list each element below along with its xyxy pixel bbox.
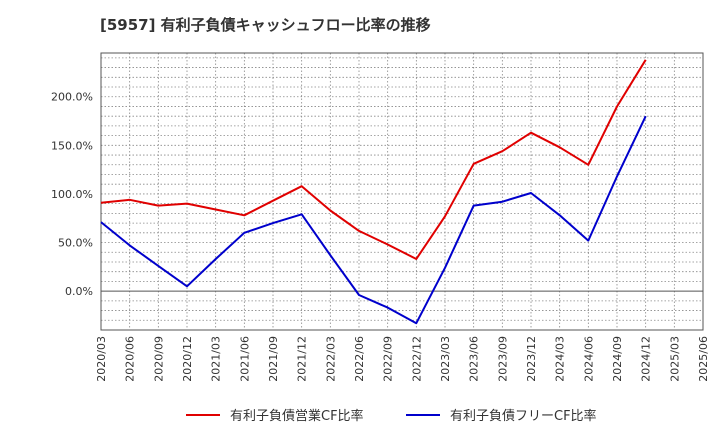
y-tick-label: 0.0% bbox=[65, 285, 93, 298]
x-tick-label: 2025/03 bbox=[668, 336, 681, 382]
x-tick-label: 2021/09 bbox=[267, 336, 280, 382]
y-tick-label: 100.0% bbox=[51, 188, 93, 201]
legend-label-1: 有利子負債営業CF比率 bbox=[230, 408, 364, 424]
x-tick-label: 2022/06 bbox=[353, 336, 366, 382]
x-tick-label: 2024/12 bbox=[640, 336, 653, 382]
x-tick-label: 2023/03 bbox=[439, 336, 452, 382]
plot-border bbox=[100, 52, 704, 331]
x-tick-label: 2022/12 bbox=[410, 336, 423, 382]
y-tick-label: 150.0% bbox=[51, 139, 93, 152]
x-tick-label: 2022/09 bbox=[382, 336, 395, 382]
y-tick-label: 50.0% bbox=[58, 237, 93, 250]
chart-title: [5957] 有利子負債キャッシュフロー比率の推移 bbox=[100, 16, 431, 34]
x-tick-label: 2024/09 bbox=[611, 336, 624, 382]
series-line-1 bbox=[100, 59, 647, 260]
x-tick-label: 2023/12 bbox=[525, 336, 538, 382]
legend-label-2: 有利子負債フリーCF比率 bbox=[450, 408, 597, 424]
series-line-2 bbox=[100, 115, 647, 325]
x-tick-label: 2020/03 bbox=[95, 336, 108, 382]
x-tick-label: 2020/06 bbox=[124, 336, 137, 382]
x-tick-label: 2023/06 bbox=[468, 336, 481, 382]
x-tick-label: 2025/06 bbox=[697, 336, 710, 382]
x-tick-label: 2020/12 bbox=[181, 336, 194, 382]
x-tick-label: 2024/06 bbox=[582, 336, 595, 382]
x-tick-label: 2020/09 bbox=[152, 336, 165, 382]
x-tick-label: 2021/06 bbox=[238, 336, 251, 382]
y-tick-label: 200.0% bbox=[51, 91, 93, 104]
x-tick-label: 2021/03 bbox=[210, 336, 223, 382]
x-tick-label: 2024/03 bbox=[554, 336, 567, 382]
x-tick-label: 2023/09 bbox=[496, 336, 509, 382]
x-tick-label: 2021/12 bbox=[296, 336, 309, 382]
plot-area bbox=[101, 53, 703, 330]
x-tick-label: 2022/03 bbox=[324, 336, 337, 382]
